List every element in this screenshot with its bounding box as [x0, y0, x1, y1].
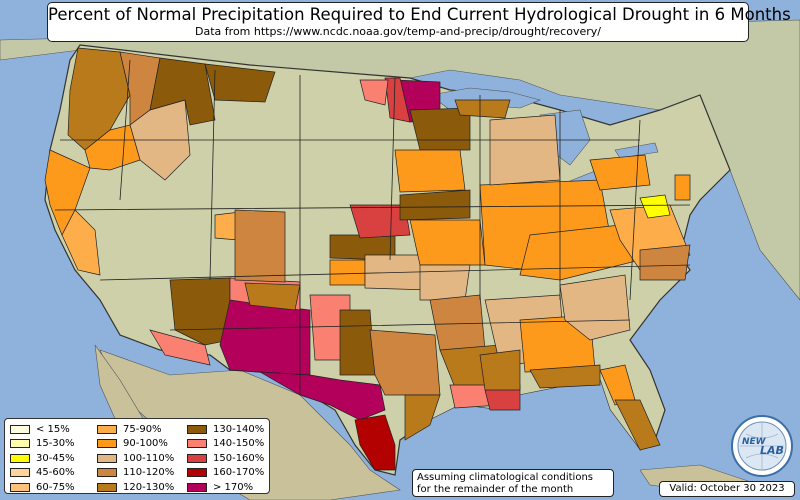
region-nc-110: [639, 244, 691, 281]
legend-item: 15-30%: [10, 437, 75, 452]
legend-swatch: [97, 468, 117, 478]
legend: < 15% 15-30% 30-45% 45-60% 60-75% 75-90%…: [4, 418, 270, 494]
region-mn-140: [359, 79, 389, 106]
legend-swatch: [187, 439, 207, 449]
region-mo-100: [419, 264, 471, 301]
legend-swatch: [97, 439, 117, 449]
region-nj-90: [674, 174, 691, 201]
legend-item: 60-75%: [10, 480, 75, 495]
legend-item: < 15%: [10, 422, 75, 437]
region-ca-75: [61, 209, 101, 276]
legend-swatch: [10, 468, 30, 478]
region-az-130: [169, 277, 231, 346]
newlab-logo: NEW LAB: [731, 415, 793, 477]
logo-text-left: NEW: [742, 437, 767, 447]
legend-item: 160-170%: [187, 466, 264, 481]
legend-swatch: [187, 424, 207, 434]
region-ga-120: [529, 364, 601, 389]
region-wi-130: [409, 107, 471, 151]
region-ia-90: [394, 149, 466, 193]
legend-swatch: [97, 453, 117, 463]
region-ok-90: [329, 259, 366, 286]
region-oh-east-90: [589, 154, 651, 191]
drought-regions: [44, 47, 691, 471]
legend-item: 150-160%: [187, 451, 264, 466]
valid-date: Valid: October 30 2023: [659, 481, 795, 497]
region-tx-130: [339, 309, 376, 376]
logo-text-right: LAB: [760, 444, 784, 457]
region-mt-130: [204, 63, 276, 103]
legend-column-3: 130-140% 140-150% 150-160% 160-170% > 17…: [187, 422, 264, 495]
region-mi-up-120: [454, 99, 511, 119]
map-title: Percent of Normal Precipitation Required…: [48, 5, 791, 24]
region-tx-170-west: [259, 371, 386, 421]
legend-item: 30-45%: [10, 451, 75, 466]
note-line-2: for the remainder of the month: [417, 484, 574, 495]
region-fl-120: [614, 399, 661, 451]
region-md-30: [639, 194, 671, 219]
legend-swatch: [97, 424, 117, 434]
legend-swatch: [187, 482, 207, 492]
legend-item: 110-120%: [97, 466, 174, 481]
region-az-140: [149, 329, 211, 366]
legend-column-1: < 15% 15-30% 30-45% 45-60% 60-75%: [10, 422, 75, 495]
region-ms-120: [479, 349, 521, 391]
region-nm-120: [244, 282, 301, 311]
legend-swatch: [10, 439, 30, 449]
region-oh-100: [489, 114, 561, 186]
region-tx-120-east: [404, 394, 441, 441]
logo-grid: [740, 422, 784, 470]
note-line-1: Assuming climatological conditions: [417, 472, 593, 483]
region-tx-160: [354, 414, 396, 471]
legend-item: 90-100%: [97, 437, 174, 452]
legend-swatch: [10, 453, 30, 463]
gulf-of-mexico: [405, 380, 640, 480]
region-tx-110: [369, 329, 441, 396]
legend-swatch: [187, 453, 207, 463]
legend-swatch: [97, 482, 117, 492]
legend-item: 120-130%: [97, 480, 174, 495]
legend-item: 45-60%: [10, 466, 75, 481]
legend-item: > 170%: [187, 480, 264, 495]
region-ks-150: [349, 204, 411, 239]
legend-swatch: [187, 468, 207, 478]
region-ky-tn-90: [519, 224, 641, 281]
region-ga-100: [559, 274, 631, 341]
assumption-note: Assuming climatological conditions for t…: [412, 469, 614, 497]
legend-column-2: 75-90% 90-100% 100-110% 110-120% 120-130…: [97, 422, 174, 495]
region-mo-90: [409, 219, 486, 266]
region-ia-130: [399, 189, 471, 221]
state-borders: [54, 59, 691, 395]
region-co-110: [234, 209, 286, 283]
legend-item: 130-140%: [187, 422, 264, 437]
title-box: Percent of Normal Precipitation Required…: [47, 2, 791, 42]
lake-ontario: [614, 142, 659, 159]
map-subtitle: Data from https://www.ncdc.noaa.gov/temp…: [195, 25, 601, 38]
legend-item: 100-110%: [97, 451, 174, 466]
region-ar-110: [429, 294, 486, 351]
legend-swatch: [10, 424, 30, 434]
legend-item: 140-150%: [187, 437, 264, 452]
legend-swatch: [10, 482, 30, 492]
legend-item: 75-90%: [97, 422, 174, 437]
region-nm-170: [219, 299, 311, 376]
